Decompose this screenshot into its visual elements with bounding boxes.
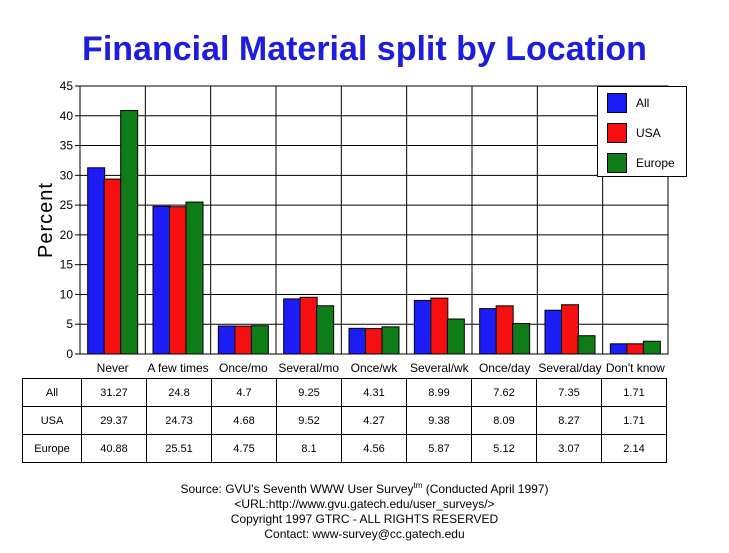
table-cell: 2.14 [601, 434, 667, 463]
data-table: All 31.27 24.8 4.7 9.25 4.31 8.99 7.62 7.35 1.71 U… [22, 378, 667, 463]
bar-all [87, 167, 106, 355]
y-tick-label: 5 [66, 317, 73, 331]
table-cell: 40.88 [81, 434, 147, 463]
bar-europe [577, 335, 596, 355]
x-tick-label: Once/day [479, 361, 530, 375]
bar-all [217, 325, 236, 355]
x-tick-label: Several/mo [278, 361, 339, 375]
legend-swatch [607, 93, 627, 113]
legend-label: Europe [636, 156, 675, 170]
bar-europe [120, 110, 139, 355]
bar-usa [430, 297, 449, 355]
bar-europe [250, 325, 269, 355]
bar-europe [446, 318, 465, 355]
table-cell: 8.99 [406, 378, 472, 407]
bar-usa [365, 328, 383, 355]
bar-all [283, 298, 302, 355]
table-row: USA 29.37 24.73 4.68 9.52 4.27 9.38 8.09 8.27 1.7… [22, 406, 667, 435]
x-tick-label: A few times [147, 361, 208, 375]
bar-usa [169, 206, 187, 355]
trademark-sup: tm [413, 481, 423, 490]
y-tick-label: 40 [60, 109, 74, 123]
table-cell: 1.71 [601, 406, 667, 435]
bar-all [348, 327, 367, 355]
table-cell: 9.52 [276, 406, 342, 435]
table-cell: 8.1 [276, 434, 342, 463]
source-url: <URL:http://www.gvu.gatech.edu/user_surv… [234, 497, 495, 511]
y-tick-label: 15 [60, 258, 74, 272]
copyright-line: Copyright 1997 GTRC - ALL RIGHTS RESERVE… [230, 512, 499, 526]
table-row: All 31.27 24.8 4.7 9.25 4.31 8.99 7.62 7.35 1.71 [22, 378, 667, 407]
y-tick-label: 30 [60, 168, 74, 182]
source-footer: Source: GVU's Seventh WWW User Surveytm … [0, 478, 729, 542]
table-cell: 9.25 [276, 378, 342, 407]
legend-label: USA [636, 126, 661, 140]
table-cell: 9.38 [406, 406, 472, 435]
bar-chart: 0 5 10 15 20 25 30 35 40 45 Never A few times Once/m… [35, 79, 669, 375]
y-tick-label: 35 [60, 139, 74, 153]
x-tick-label: Never [97, 361, 129, 375]
table-row-label: Europe [22, 434, 82, 463]
bar-usa [495, 305, 514, 355]
table-cell: 4.75 [211, 434, 277, 463]
bar-europe [642, 340, 661, 355]
bar-usa [299, 296, 318, 355]
legend-swatch [607, 123, 627, 143]
table-cell: 29.37 [81, 406, 147, 435]
table-cell: 4.7 [211, 378, 277, 407]
table-cell: 4.68 [211, 406, 277, 435]
table-cell: 24.73 [146, 406, 212, 435]
bar-usa [626, 343, 645, 355]
y-tick-label: 0 [66, 347, 73, 361]
table-cell: 1.71 [601, 378, 667, 407]
table-row-label: All [22, 378, 82, 407]
y-tick-label: 10 [60, 287, 74, 301]
legend-label: All [636, 96, 650, 110]
y-tick-label: 20 [60, 228, 74, 242]
table-cell: 5.12 [471, 434, 537, 463]
table-cell: 3.07 [536, 434, 602, 463]
y-tick-label: 25 [60, 198, 74, 212]
legend-swatch [607, 153, 627, 173]
bar-all [609, 343, 628, 355]
table-cell: 24.8 [146, 378, 212, 407]
bar-usa [561, 304, 579, 355]
table-cell: 7.62 [471, 378, 537, 407]
bar-europe [316, 305, 335, 355]
source-line: Source: GVU's Seventh WWW User Surveytm … [0, 478, 729, 497]
legend: All USA Europe [597, 86, 687, 177]
table-cell: 4.56 [341, 434, 407, 463]
contact-line: Contact: www-survey@cc.gatech.edu [264, 527, 465, 541]
plot-frame [79, 85, 669, 355]
table-row: Europe 40.88 25.51 4.75 8.1 4.56 5.87 5.12 3.07 2… [22, 434, 667, 463]
y-axis-label: Percent [35, 182, 57, 258]
x-tick-label: Once/mo [219, 361, 268, 375]
x-tick-label: Once/wk [351, 361, 399, 375]
bar-europe [512, 323, 531, 355]
bar-all [544, 309, 563, 355]
table-cell: 8.09 [471, 406, 537, 435]
source-date: (Conducted April 1997) [422, 482, 549, 496]
x-tick-label: Several/day [538, 361, 601, 375]
y-tick-label: 45 [60, 79, 74, 93]
table-cell: 31.27 [81, 378, 147, 407]
table-cell: 5.87 [406, 434, 472, 463]
x-tick-label: Several/wk [410, 361, 470, 375]
bar-all [413, 299, 432, 355]
bar-all [152, 205, 171, 355]
bar-all [479, 308, 498, 355]
chart-title: Financial Material split by Location [82, 30, 647, 68]
table-cell: 4.31 [341, 378, 407, 407]
table-cell: 25.51 [146, 434, 212, 463]
bar-europe [185, 201, 204, 355]
table-row-label: USA [22, 406, 82, 435]
table-cell: 8.27 [536, 406, 602, 435]
table-cell: 4.27 [341, 406, 407, 435]
table-cell: 7.35 [536, 378, 602, 407]
bar-usa [103, 178, 122, 355]
x-tick-label: Don't know [606, 361, 665, 375]
bar-europe [381, 326, 400, 355]
bar-usa [234, 325, 253, 355]
source-text: Source: GVU's Seventh WWW User Survey [180, 482, 414, 496]
